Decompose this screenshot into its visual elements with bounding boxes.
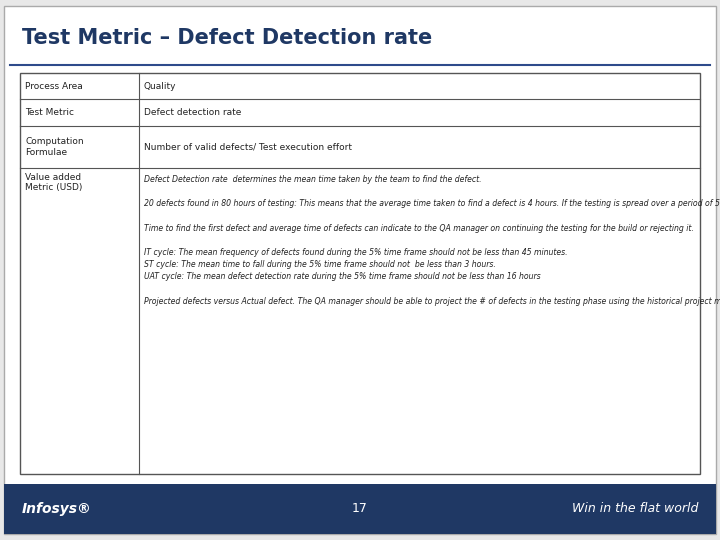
FancyBboxPatch shape (4, 484, 716, 534)
Text: Defect Detection rate  determines the mean time taken by the team to find the de: Defect Detection rate determines the mea… (144, 175, 720, 306)
Text: Value added
Metric (USD): Value added Metric (USD) (25, 173, 82, 192)
Text: Win in the flat world: Win in the flat world (572, 503, 698, 516)
Text: Computation
Formulae: Computation Formulae (25, 137, 84, 157)
FancyBboxPatch shape (20, 73, 700, 474)
Text: Test Metric: Test Metric (25, 108, 74, 117)
Text: Process Area: Process Area (25, 82, 83, 91)
Text: Quality: Quality (144, 82, 176, 91)
Text: Number of valid defects/ Test execution effort: Number of valid defects/ Test execution … (144, 143, 352, 152)
Text: 17: 17 (352, 503, 368, 516)
Text: Test Metric – Defect Detection rate: Test Metric – Defect Detection rate (22, 28, 432, 48)
Text: Infosys®: Infosys® (22, 502, 92, 516)
FancyBboxPatch shape (4, 6, 716, 534)
Text: Defect detection rate: Defect detection rate (144, 108, 241, 117)
